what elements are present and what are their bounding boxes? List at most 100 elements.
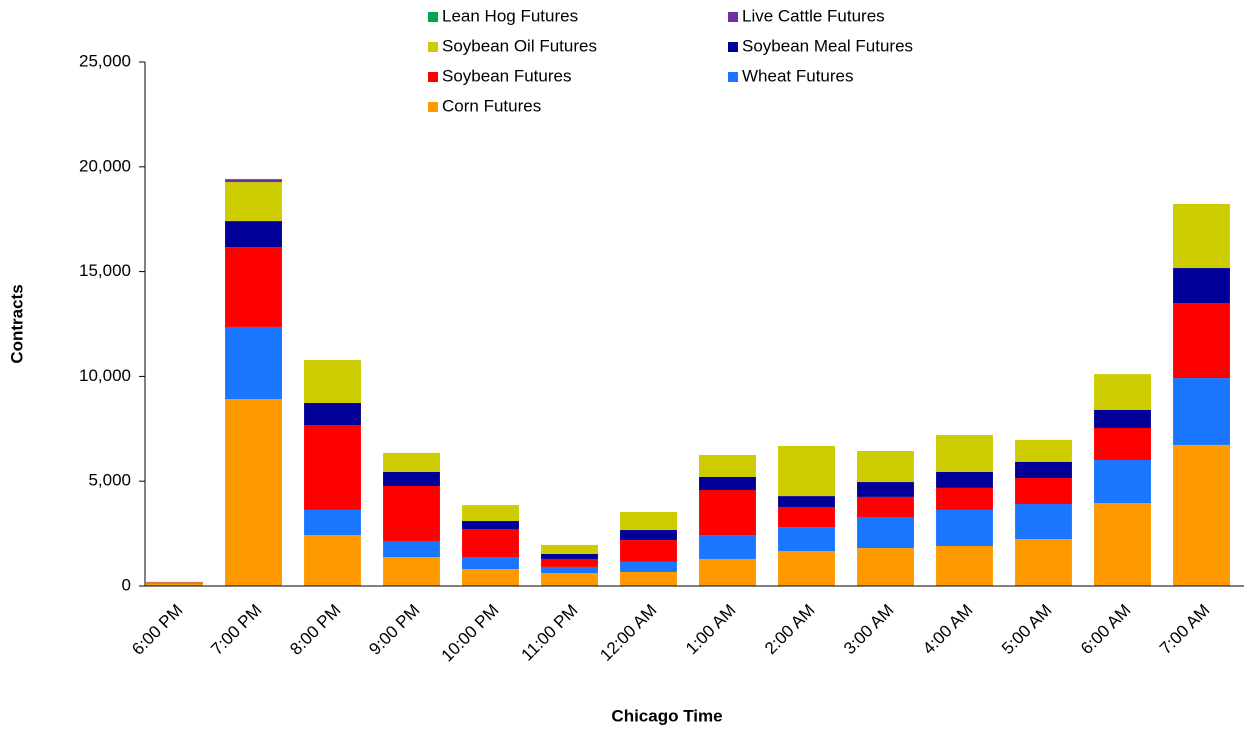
x-tick-label: 7:00 AM bbox=[1156, 601, 1214, 659]
bar-segment bbox=[541, 558, 598, 567]
bar-segment bbox=[1094, 374, 1151, 410]
bar-segment bbox=[936, 509, 993, 546]
bar-segment bbox=[1015, 478, 1072, 505]
bar-segment bbox=[1173, 203, 1230, 269]
bar-segment bbox=[383, 486, 440, 541]
legend-label: Corn Futures bbox=[442, 96, 541, 115]
bar-segment bbox=[462, 557, 519, 570]
legend-swatch bbox=[728, 42, 738, 52]
legend-label: Soybean Meal Futures bbox=[742, 36, 913, 55]
bar-segment bbox=[541, 573, 598, 586]
bar-segment bbox=[462, 569, 519, 586]
x-axis-title: Chicago Time bbox=[611, 706, 722, 725]
bar-segment bbox=[225, 326, 282, 400]
bar-segment bbox=[1094, 460, 1151, 503]
y-axis-title: Contracts bbox=[7, 284, 26, 363]
bar-segment bbox=[936, 487, 993, 510]
x-tick-label: 11:00 PM bbox=[517, 601, 581, 665]
bar-segment bbox=[620, 530, 677, 541]
bar-segment bbox=[857, 496, 914, 518]
bar-segment bbox=[620, 512, 677, 531]
bar-segment bbox=[304, 509, 361, 536]
bar-segment bbox=[936, 435, 993, 472]
bar-segment bbox=[541, 544, 598, 554]
bar-segment bbox=[383, 452, 440, 472]
bar-segment bbox=[304, 535, 361, 586]
bar-segment bbox=[383, 557, 440, 586]
bar-segment bbox=[778, 550, 835, 586]
bar-segment bbox=[462, 521, 519, 529]
bar-segment bbox=[857, 482, 914, 497]
x-tick-label: 8:00 PM bbox=[286, 601, 344, 659]
bar-segment bbox=[778, 445, 835, 497]
bar-segment bbox=[699, 455, 756, 478]
x-tick-label: 9:00 PM bbox=[365, 601, 423, 659]
x-tick-label: 12:00 AM bbox=[596, 601, 660, 665]
bar-segment bbox=[225, 399, 282, 586]
bar-segment bbox=[699, 490, 756, 536]
bar-segment bbox=[146, 583, 203, 586]
bar-segment bbox=[936, 545, 993, 586]
y-tick-label: 5,000 bbox=[88, 471, 131, 490]
bar-segment bbox=[857, 451, 914, 483]
y-tick-label: 10,000 bbox=[79, 366, 131, 385]
bar-segment bbox=[1094, 409, 1151, 428]
bar-segment bbox=[304, 403, 361, 426]
bar-segment bbox=[778, 527, 835, 551]
bar-segment bbox=[1173, 303, 1230, 379]
legend-label: Soybean Futures bbox=[442, 66, 571, 85]
legend-swatch bbox=[428, 42, 438, 52]
y-tick-label: 25,000 bbox=[79, 51, 131, 70]
y-tick-label: 20,000 bbox=[79, 156, 131, 175]
legend-swatch bbox=[728, 72, 738, 82]
bar-segment bbox=[620, 561, 677, 572]
bar-segment bbox=[225, 221, 282, 248]
bar-segment bbox=[1015, 504, 1072, 540]
bar-segment bbox=[225, 180, 282, 183]
bar-segment bbox=[1015, 439, 1072, 462]
x-tick-label: 4:00 AM bbox=[919, 601, 977, 659]
x-tick-label: 1:00 AM bbox=[682, 601, 740, 659]
bar-segment bbox=[1173, 268, 1230, 304]
x-tick-label: 6:00 AM bbox=[1077, 601, 1135, 659]
bar-segment bbox=[462, 505, 519, 522]
bar-segment bbox=[383, 540, 440, 558]
x-tick-label: 7:00 PM bbox=[207, 601, 265, 659]
bar-segment bbox=[225, 182, 282, 222]
bar-segment bbox=[620, 571, 677, 586]
x-tick-label: 5:00 AM bbox=[998, 601, 1056, 659]
bar-segment bbox=[225, 247, 282, 327]
bar-segment bbox=[304, 425, 361, 510]
legend-swatch bbox=[428, 102, 438, 112]
bar-segment bbox=[541, 566, 598, 574]
y-tick-label: 15,000 bbox=[79, 261, 131, 280]
bar-segment bbox=[778, 496, 835, 507]
x-tick-label: 3:00 AM bbox=[840, 601, 898, 659]
legend-label: Live Cattle Futures bbox=[742, 6, 885, 25]
x-tick-label: 6:00 PM bbox=[128, 601, 186, 659]
bar-segment bbox=[936, 471, 993, 488]
bar-segment bbox=[225, 178, 282, 181]
legend-swatch bbox=[428, 12, 438, 22]
bar-segment bbox=[699, 535, 756, 559]
bar-segment bbox=[857, 548, 914, 586]
bar-segment bbox=[1094, 502, 1151, 586]
legend-label: Wheat Futures bbox=[742, 66, 854, 85]
legend-label: Lean Hog Futures bbox=[442, 6, 578, 25]
bar-segment bbox=[620, 540, 677, 562]
bar-segment bbox=[1173, 444, 1230, 586]
bar-segment bbox=[699, 558, 756, 586]
bar-segment bbox=[1173, 378, 1230, 445]
bar-segment bbox=[462, 528, 519, 558]
legend-swatch bbox=[428, 72, 438, 82]
x-tick-label: 10:00 PM bbox=[438, 601, 503, 666]
legend-label: Soybean Oil Futures bbox=[442, 36, 597, 55]
bar-segment bbox=[1094, 427, 1151, 461]
bar-segment bbox=[541, 553, 598, 559]
bar-segment bbox=[383, 471, 440, 487]
bar-segment bbox=[304, 360, 361, 404]
x-tick-label: 2:00 AM bbox=[761, 601, 819, 659]
bar-segment bbox=[857, 517, 914, 549]
bar-segment bbox=[1015, 461, 1072, 479]
